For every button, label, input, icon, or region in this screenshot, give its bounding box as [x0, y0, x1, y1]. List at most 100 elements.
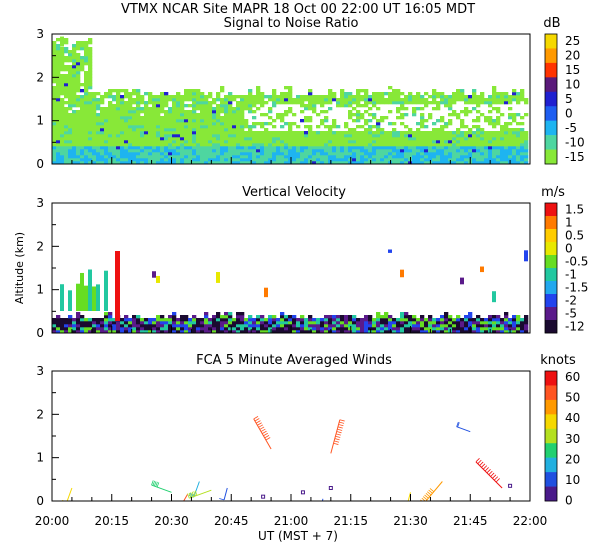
calm-marker: [508, 483, 513, 488]
radar-cell: [72, 62, 77, 66]
radar-cell: [452, 113, 457, 117]
radar-cell: [84, 158, 89, 162]
radar-cell: [60, 59, 65, 63]
radar-cell: [284, 92, 289, 96]
radar-cell: [256, 107, 261, 111]
radar-cell: [316, 149, 321, 153]
radar-cell: [376, 131, 381, 135]
radar-cell: [68, 98, 73, 102]
radar-cell: [128, 125, 133, 129]
radar-cell: [76, 283, 80, 311]
radar-cell: [264, 146, 269, 150]
radar-cell: [472, 143, 477, 147]
radar-cell: [268, 321, 273, 325]
radar-cell: [360, 149, 365, 153]
radar-cell: [388, 146, 393, 150]
radar-cell: [388, 95, 393, 99]
radar-cell: [168, 324, 173, 328]
radar-cell: [500, 327, 505, 331]
radar-cell: [460, 137, 465, 141]
wind-barb-flag: [337, 426, 343, 429]
radar-cell: [356, 125, 361, 129]
radar-cell: [56, 44, 61, 48]
radar-cell: [280, 116, 285, 120]
radar-cell: [500, 318, 505, 322]
radar-cell: [344, 327, 349, 331]
radar-cell: [116, 327, 121, 331]
radar-cell: [192, 125, 197, 129]
radar-cell: [224, 128, 229, 132]
radar-cell: [96, 107, 101, 111]
radar-cell: [288, 140, 293, 144]
radar-cell: [240, 318, 245, 322]
radar-cell: [56, 56, 61, 60]
radar-cell: [280, 125, 285, 129]
radar-cell: [124, 131, 129, 135]
radar-cell: [64, 146, 69, 150]
wind-barb-flag: [156, 482, 160, 488]
radar-cell: [264, 134, 269, 138]
radar-cell: [56, 101, 61, 105]
radar-cell: [328, 315, 333, 319]
radar-cell: [76, 143, 81, 147]
radar-cell: [224, 318, 229, 322]
radar-cell: [132, 128, 137, 132]
radar-cell: [136, 128, 141, 132]
colorbar-swatch: [545, 385, 557, 401]
radar-cell: [280, 92, 285, 96]
radar-cell: [356, 161, 361, 164]
radar-cell: [412, 324, 417, 328]
radar-cell: [424, 155, 429, 159]
radar-cell: [340, 158, 345, 162]
radar-cell: [148, 155, 153, 159]
radar-cell: [304, 149, 309, 153]
radar-cell: [176, 125, 181, 129]
wind-barb: [183, 494, 188, 501]
radar-cell: [492, 155, 497, 159]
radar-cell: [112, 89, 117, 93]
radar-cell: [492, 318, 497, 322]
radar-cell: [156, 116, 161, 120]
radar-cell: [384, 324, 389, 328]
radar-cell: [144, 137, 149, 141]
radar-cell: [360, 95, 365, 99]
radar-cell: [512, 143, 517, 147]
radar-cell: [68, 128, 73, 132]
radar-cell: [112, 330, 117, 333]
radar-cell: [200, 161, 205, 164]
radar-cell: [260, 146, 265, 150]
radar-cell: [300, 330, 305, 333]
radar-cell: [472, 155, 477, 159]
radar-cell: [184, 131, 189, 135]
radar-cell: [100, 122, 105, 126]
radar-cell: [216, 113, 221, 117]
radar-cell: [500, 330, 505, 333]
radar-cell: [228, 140, 233, 144]
radar-cell: [56, 62, 61, 66]
radar-cell: [300, 95, 305, 99]
radar-cell: [352, 128, 357, 132]
radar-cell: [336, 321, 341, 325]
radar-cell: [440, 149, 445, 153]
radar-cell: [140, 161, 145, 164]
radar-cell: [336, 98, 341, 102]
radar-cell: [136, 125, 141, 129]
radar-cell: [456, 155, 461, 159]
radar-cell: [264, 101, 269, 105]
radar-cell: [324, 131, 329, 135]
radar-cell: [256, 134, 261, 138]
radar-cell: [204, 134, 209, 138]
radar-cell: [352, 101, 357, 105]
radar-cell: [472, 92, 477, 96]
radar-cell: [380, 327, 385, 331]
radar-cell: [284, 95, 289, 99]
radar-cell: [68, 318, 73, 322]
radar-cell: [112, 116, 117, 120]
wind-barb-flag: [477, 459, 482, 464]
radar-cell: [60, 119, 65, 123]
radar-cell: [368, 137, 373, 141]
radar-cell: [464, 101, 469, 105]
radar-cell: [200, 104, 205, 108]
radar-cell: [72, 50, 77, 54]
radar-cell: [504, 131, 509, 135]
